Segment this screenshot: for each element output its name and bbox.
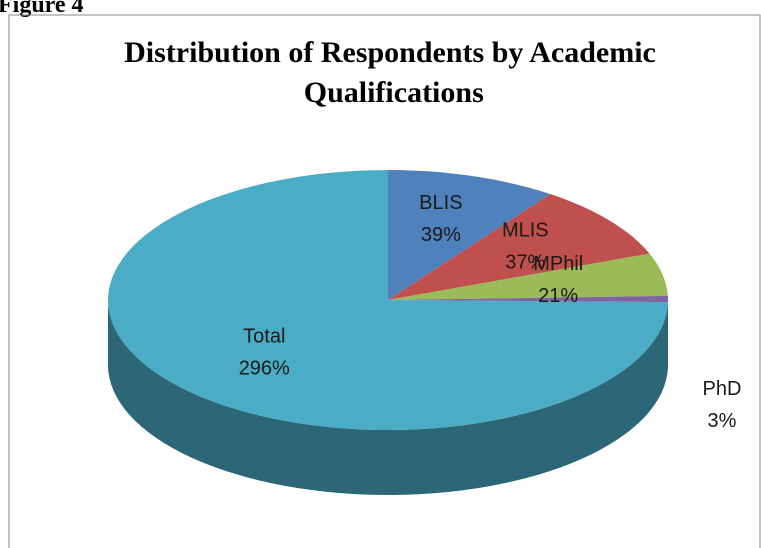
slice-label-name: PhD xyxy=(703,378,742,400)
chart-border xyxy=(8,14,761,548)
slice xyxy=(388,194,650,300)
slice-label-value: 3% xyxy=(708,410,737,432)
slice-label-value: 37% xyxy=(505,252,545,274)
slice-side xyxy=(108,300,668,495)
chart-title: Distribution of Respondents by Academic … xyxy=(124,36,656,109)
slice-label-value: 296% xyxy=(239,358,290,380)
slice-label-name: MLIS xyxy=(502,220,549,242)
slice xyxy=(108,170,669,430)
slice-label-value: 39% xyxy=(421,224,461,246)
slice-label-value: 21% xyxy=(538,285,578,307)
slice-label-name: Total xyxy=(243,326,285,348)
slice xyxy=(388,253,668,300)
slice-label-name: BLIS xyxy=(419,192,462,214)
slice xyxy=(388,170,551,300)
figure-label: Figure 4 xyxy=(0,0,84,18)
slice xyxy=(388,295,668,303)
slice-label-name: MPhil xyxy=(533,253,583,275)
